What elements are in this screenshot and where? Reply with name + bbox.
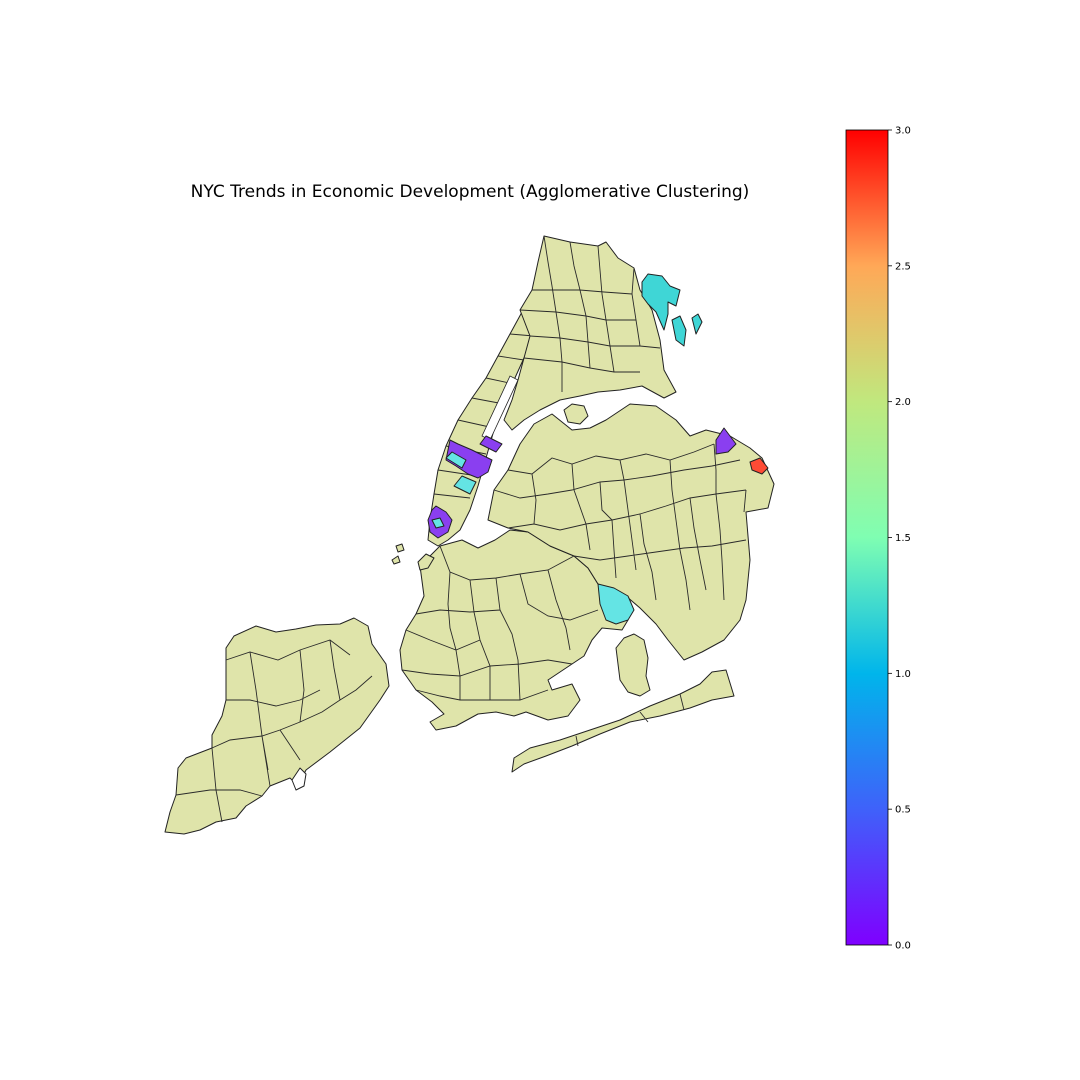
colorbar: 0.0 0.5 1.0 1.5 2.0 2.5 3.0 [845,126,911,952]
bronx-island-small-cluster-1 [691,313,703,335]
bronx-borders [519,235,661,392]
lower-strip-cluster-1 [431,517,445,529]
midtown-strip-cluster-1 [445,451,467,469]
colorbar-tick-label: 1.5 [895,533,911,544]
staten-island-region [164,617,390,835]
queens [487,403,775,773]
colorbar-gradient [845,129,889,946]
rockaway-peninsula [511,669,735,773]
queens-cluster-3 [749,457,769,475]
brooklyn-borders [401,545,599,701]
staten-island-pond [291,767,307,791]
brooklyn-cluster-1 [597,583,635,625]
staten-island-borders [175,639,373,823]
roosevelt-island [479,435,503,453]
colorbar-ticks: 0.0 0.5 1.0 1.5 2.0 2.5 3.0 [888,126,911,952]
map-title: NYC Trends in Economic Development (Aggl… [190,182,750,202]
cluster-1-regions [431,273,703,625]
staten-island [164,617,390,835]
bronx-island-cluster-1 [671,315,687,347]
small-island-1 [395,543,405,553]
colorbar-tick-label: 1.0 [895,669,911,680]
colorbar-tick-label: 0.5 [895,805,911,816]
jamaica-bay-island [615,633,651,697]
manhattan-block-cluster-1 [453,475,477,495]
bronx-region [503,235,677,431]
bronx [503,235,677,431]
rikers-island [563,403,589,425]
colorbar-tick-label: 2.0 [895,397,911,408]
rockaway-borders [575,693,685,747]
bronx-pelham-cluster-1 [641,273,681,331]
queens-borders [493,443,747,611]
cluster-0-regions [427,427,737,539]
governors-island [417,553,435,571]
queens-cluster-0 [715,427,737,455]
midtown-cluster-0 [445,439,493,479]
colorbar-tick-label: 3.0 [895,126,911,137]
small-island-2 [391,555,401,565]
colorbar-tick-label: 2.5 [895,261,911,272]
colorbar-tick-label: 0.0 [895,941,911,952]
